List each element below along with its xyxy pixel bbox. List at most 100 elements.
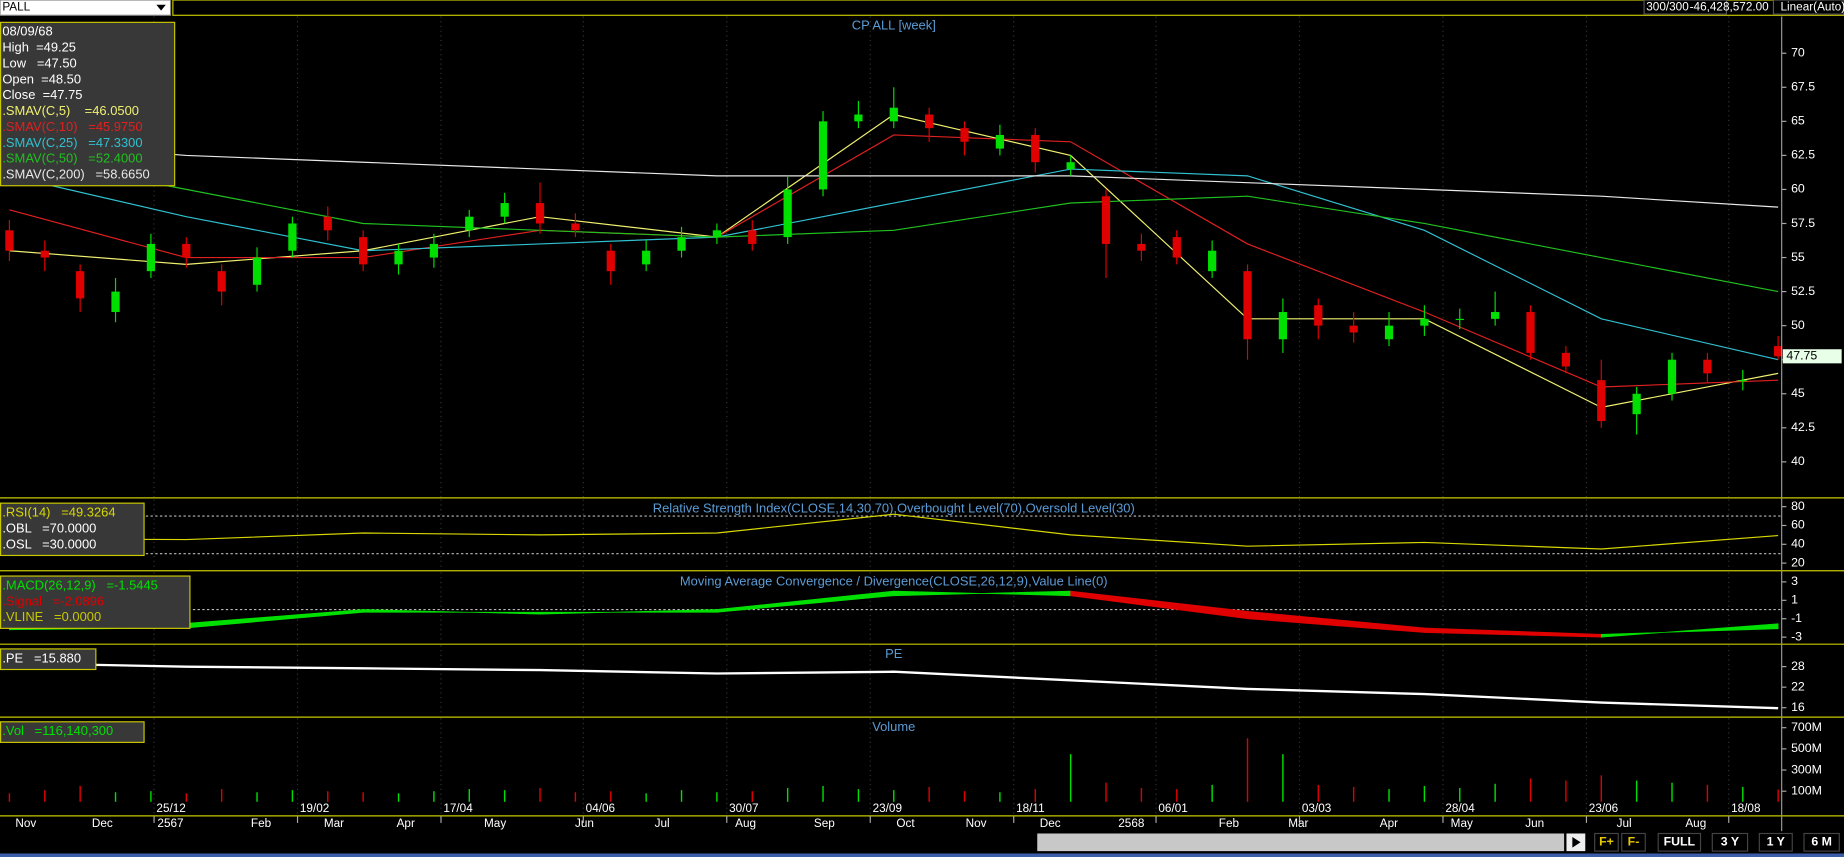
candle-body (1172, 237, 1181, 258)
button-frame (1803, 832, 1840, 852)
legend-entry: .SMAV(C,5) =46.0500 (2, 103, 139, 118)
month-label: Apr (397, 817, 415, 830)
candle-body (1561, 352, 1571, 367)
volume-bar (220, 789, 223, 802)
candle-body (182, 243, 191, 258)
month-label: Aug (735, 817, 756, 830)
volume-bar (1459, 788, 1461, 802)
candle-body (359, 237, 368, 265)
y-tick-label: 67.5 (1791, 80, 1815, 94)
candle-body (1066, 162, 1075, 170)
candle-body (76, 271, 85, 299)
button-frame (1594, 832, 1619, 852)
candle-body (642, 250, 651, 265)
footer-button[interactable]: F+ (1594, 832, 1619, 852)
legend-entry: .SMAV(C,50) =52.4000 (2, 151, 142, 166)
volume-bar (539, 788, 541, 802)
candle-body (1703, 359, 1712, 374)
candle-body (925, 114, 934, 129)
volume-bar (857, 789, 860, 802)
candle-body (40, 250, 49, 258)
footer-button[interactable]: 1 Y (1758, 832, 1793, 852)
candle-body (606, 250, 615, 272)
footer-button[interactable]: 3 Y (1711, 832, 1749, 852)
info-text: Low =47.50 (2, 55, 76, 70)
candle-body (1243, 271, 1252, 340)
candle-body (1031, 134, 1040, 163)
candle-body (535, 203, 545, 224)
volume-bar (503, 790, 506, 802)
candle-body (960, 128, 969, 142)
info-text: .Vol =116,140,300 (2, 723, 113, 738)
volume-bar (610, 791, 612, 802)
scale-mode: Linear(Auto) (1780, 1, 1844, 14)
month-label: Dec (92, 817, 113, 830)
last-price-label: 47.75 (1786, 349, 1817, 363)
candle-body (1101, 196, 1111, 244)
candle-body (1208, 250, 1217, 272)
volume-bar (1352, 786, 1355, 802)
y-tick-label: 62.5 (1791, 148, 1815, 162)
legend-entry: .RSI(14) =49.3264 (2, 505, 115, 520)
y-tick-label: 50 (1791, 318, 1805, 332)
volume-bar (928, 786, 930, 802)
date-label: 18/11 (1016, 802, 1045, 815)
date-label: 18/08 (1731, 802, 1761, 815)
candle-body (889, 107, 898, 122)
volume-bar (574, 792, 577, 802)
volume-bar (1282, 754, 1284, 802)
y-tick-label: 22 (1791, 679, 1805, 693)
month-label: Jun (1525, 817, 1544, 830)
y-tick-label: 55 (1791, 250, 1805, 264)
footer-button[interactable]: FULL (1657, 832, 1702, 852)
scale-box[interactable] (1772, 0, 1844, 15)
month-label: Jul (1617, 817, 1632, 830)
footer-button[interactable]: F- (1621, 832, 1646, 852)
button-frame (1621, 832, 1646, 852)
button-frame (1657, 832, 1702, 852)
candle-body (1455, 318, 1464, 321)
volume-bar (1494, 783, 1496, 802)
legend-entry: .SMAV(C,200) =58.6650 (2, 167, 149, 182)
date-label: 25/12 (156, 802, 185, 815)
volume-bar (680, 790, 683, 802)
symbol-dropdown[interactable] (0, 0, 172, 16)
volume-bar (1529, 778, 1532, 802)
volume-bar (1246, 738, 1249, 802)
volume-bar (1176, 789, 1178, 802)
month-label: 2568 (1118, 817, 1145, 830)
series-line (9, 168, 1779, 361)
candle-body (394, 250, 403, 265)
volume-bar (150, 791, 152, 802)
volume-bar (963, 791, 966, 802)
info-text: .OBL =70.0000 (2, 520, 96, 535)
candle-body (1526, 312, 1535, 353)
month-label: Nov (15, 817, 36, 830)
pane-title: CP ALL [week] (852, 17, 936, 32)
button-label: 6 M (1811, 835, 1832, 849)
volume-bar (645, 793, 647, 802)
button-frame (1711, 832, 1749, 852)
scrollbar-thumb[interactable] (1037, 833, 1565, 852)
volume-bar (893, 790, 895, 802)
y-tick-label: 16 (1791, 700, 1805, 714)
pane-title: PE (885, 646, 903, 661)
date-label: 03/03 (1302, 802, 1332, 815)
month-label: Jul (655, 817, 670, 830)
info-text: 08/09/68 (2, 24, 52, 39)
volume-bar (291, 790, 294, 802)
date-label: 23/09 (873, 802, 902, 815)
candle-body (1349, 325, 1358, 333)
y-tick-label: 3 (1791, 574, 1798, 588)
footer-button[interactable]: 6 M (1803, 832, 1840, 852)
series-line (9, 134, 1779, 388)
volume-bar (256, 792, 258, 802)
info-text: Open =48.50 (2, 71, 81, 86)
month-label: Dec (1040, 817, 1061, 830)
y-tick-label: 100M (1791, 783, 1822, 797)
candle-body (854, 114, 863, 122)
series-line (9, 513, 1779, 550)
candle-body (1137, 243, 1146, 251)
month-label: May (484, 817, 506, 830)
